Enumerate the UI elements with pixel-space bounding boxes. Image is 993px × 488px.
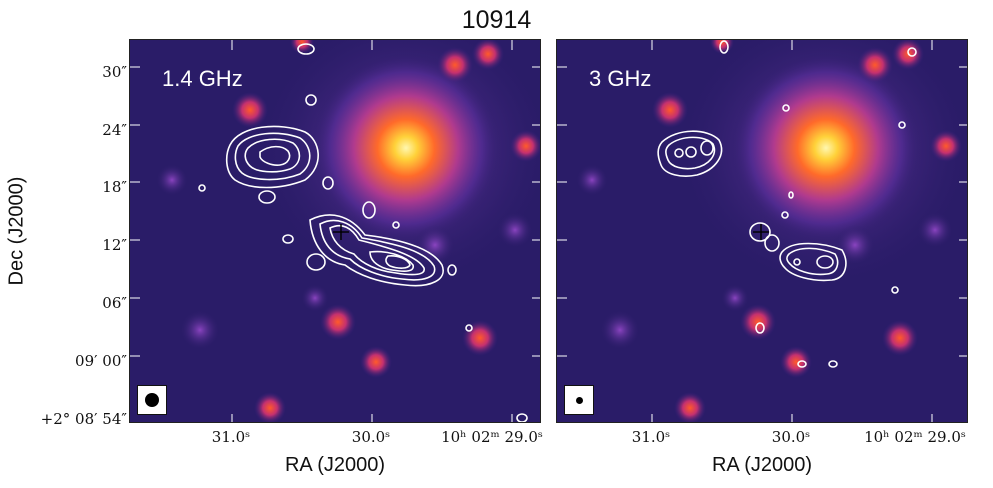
- y-tick-label: 18″: [102, 178, 127, 196]
- x-tick-label: 30.0ˢ: [771, 428, 811, 446]
- y-tick-label: 12″: [102, 236, 127, 254]
- y-tick-label: 30″: [102, 63, 127, 81]
- axis-ticks: [130, 40, 540, 422]
- x-tick-label: 10ʰ 02ᵐ 29.0ˢ: [864, 428, 966, 446]
- x-axis-label: RA (J2000): [711, 454, 813, 476]
- beam-ellipse-icon: [564, 385, 594, 415]
- y-axis-label-area: Dec (J2000): [0, 39, 37, 423]
- beam-ellipse-icon: [137, 385, 167, 415]
- plus-marker-icon: [753, 224, 769, 240]
- axis-ticks: [557, 40, 967, 422]
- x-tick-label: 31.0ˢ: [211, 428, 251, 446]
- x-tick-label: 30.0ˢ: [351, 428, 391, 446]
- plus-marker-icon: [333, 224, 349, 240]
- y-tick-label: 24″: [102, 121, 127, 139]
- x-axis-label: RA (J2000): [284, 454, 386, 476]
- y-tick-label: +2° 08′ 54″: [40, 410, 127, 428]
- radio-contours: [657, 40, 917, 368]
- panel-frequency-label: 1.4 GHz: [162, 66, 243, 91]
- x-tick-label: 10ʰ 02ᵐ 29.0ˢ: [441, 428, 543, 446]
- panel-frequency-label: 3 GHz: [589, 66, 652, 91]
- y-tick-label: 06″: [102, 294, 127, 312]
- x-tick-label: 31.0ˢ: [631, 428, 671, 446]
- radio-contours: [198, 43, 528, 422]
- sky-image: [130, 40, 540, 422]
- y-tick-label: 09′ 00″: [75, 352, 127, 370]
- figure-title: 10914: [461, 6, 532, 34]
- sky-image: [557, 40, 967, 422]
- panel-3ghz: 3 GHz: [556, 39, 968, 423]
- panel-1-4ghz: 1.4 GHz: [129, 39, 541, 423]
- y-axis-label: Dec (J2000): [5, 176, 28, 286]
